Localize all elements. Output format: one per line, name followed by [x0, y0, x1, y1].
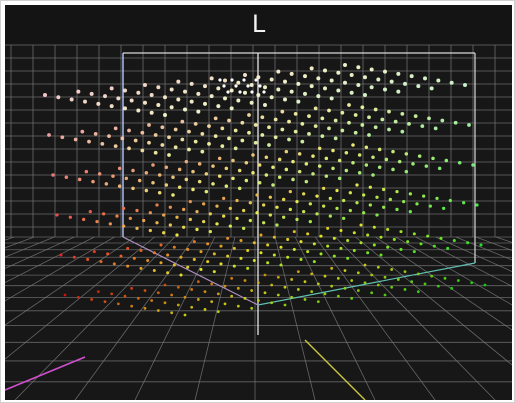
lab-gamut-plot[interactable]: [5, 5, 512, 400]
axis-label-l: L: [251, 10, 266, 38]
gamut-3d-viewport[interactable]: L: [5, 5, 512, 400]
gamut-cloud-icon: [43, 63, 487, 317]
title-bar: [5, 5, 512, 45]
bounding-box: [122, 52, 476, 335]
